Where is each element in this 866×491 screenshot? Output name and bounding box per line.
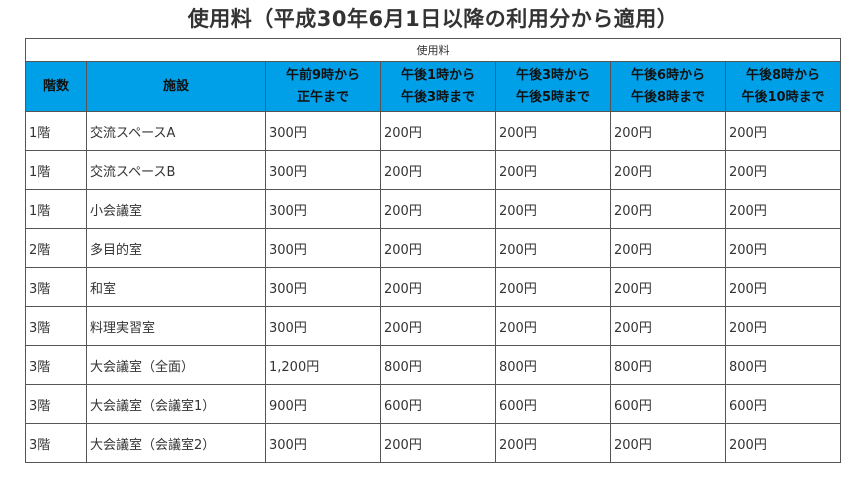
column-header-line: 正午まで [296,89,349,105]
floor-cell: 3階 [25,384,87,424]
caption-row: 使用料 [24,38,842,62]
fee-cell: 200円 [495,189,611,229]
fee-cell: 900円 [265,384,381,424]
fee-table: 使用料 階数 施設 午前9時から 正午まで 午後1時から 午後3時まで 午後3時から 午後5時… [24,38,842,463]
column-header: 午後1時から 午後3時まで [380,61,496,112]
page-title: 使用料（平成30年6月1日以降の利用分から適用） [187,7,679,31]
floor-cell: 3階 [25,423,87,463]
fee-cell: 200円 [610,267,726,307]
facility-cell: 小会議室 [86,189,266,229]
fee-cell: 600円 [610,384,726,424]
fee-cell: 300円 [265,228,381,268]
column-header-line: 午後5時まで [515,89,591,105]
fee-cell: 200円 [380,267,496,307]
fee-cell: 800円 [495,345,611,385]
floor-cell: 3階 [25,306,87,346]
table-row: 3階 和室 300円 200円 200円 200円 200円 [25,267,842,307]
floor-cell: 1階 [25,189,87,229]
fee-cell: 200円 [380,306,496,346]
column-header-line: 午後3時から [515,67,591,83]
facility-cell: 交流スペースB [86,150,266,190]
header-row: 階数 施設 午前9時から 正午まで 午後1時から 午後3時まで 午後3時から 午後5時まで 午後… [25,61,842,112]
table-row: 3階 大会議室（全面） 1,200円 800円 800円 800円 800円 [25,345,842,385]
table-row: 1階 交流スペースB 300円 200円 200円 200円 200円 [25,150,842,190]
fee-cell: 200円 [495,267,611,307]
table-row: 3階 大会議室（会議室1） 900円 600円 600円 600円 600円 [25,384,842,424]
fee-cell: 200円 [495,306,611,346]
table-row: 1階 交流スペースA 300円 200円 200円 200円 200円 [25,111,842,151]
fee-cell: 200円 [610,189,726,229]
fee-cell: 200円 [724,189,842,229]
table-row: 2階 多目的室 300円 200円 200円 200円 200円 [25,228,842,268]
fee-cell: 600円 [724,384,842,424]
fee-cell: 200円 [610,423,726,463]
fee-cell: 600円 [380,384,496,424]
fee-cell: 800円 [724,345,842,385]
column-header: 施設 [86,61,266,112]
fee-cell: 300円 [265,189,381,229]
fee-cell: 200円 [380,189,496,229]
facility-cell: 大会議室（会議室2） [86,423,266,463]
fee-cell: 200円 [724,111,842,151]
fee-cell: 300円 [265,150,381,190]
fee-cell: 200円 [724,150,842,190]
facility-cell: 交流スペースA [86,111,266,151]
column-header: 午後6時から 午後8時まで [610,61,726,112]
table-row: 3階 料理実習室 300円 200円 200円 200円 200円 [25,306,842,346]
fee-cell: 200円 [724,228,842,268]
facility-cell: 多目的室 [86,228,266,268]
floor-cell: 2階 [25,228,87,268]
fee-cell: 600円 [495,384,611,424]
facility-cell: 大会議室（会議室1） [86,384,266,424]
column-header-line: 午後3時まで [400,89,476,105]
facility-cell: 大会議室（全面） [86,345,266,385]
floor-cell: 3階 [25,345,87,385]
column-header-line: 階数 [42,78,69,94]
fee-cell: 1,200円 [265,345,381,385]
fee-cell: 200円 [495,111,611,151]
column-header: 階数 [25,61,87,112]
fee-cell: 200円 [495,228,611,268]
column-header-line: 午後10時まで [741,89,825,105]
fee-cell: 300円 [265,111,381,151]
floor-cell: 1階 [25,150,87,190]
fee-cell: 200円 [724,267,842,307]
fee-cell: 200円 [610,306,726,346]
column-header-line: 午後6時から [630,67,706,83]
column-header: 午後8時から 午後10時まで [724,61,842,112]
fee-cell: 200円 [380,111,496,151]
fee-cell: 200円 [380,228,496,268]
fee-cell: 200円 [724,423,842,463]
fee-cell: 800円 [380,345,496,385]
column-header: 午前9時から 正午まで [265,61,381,112]
fee-cell: 300円 [265,267,381,307]
column-header: 午後3時から 午後5時まで [495,61,611,112]
column-header-line: 午後8時から [746,67,821,83]
fee-cell: 200円 [610,150,726,190]
column-header-line: 午後8時まで [630,89,706,105]
column-header-line: 午後1時から [400,67,476,83]
facility-cell: 料理実習室 [86,306,266,346]
facility-cell: 和室 [86,267,266,307]
column-header-line: 施設 [162,78,189,94]
table-caption: 使用料 [24,38,842,62]
fee-cell: 300円 [265,306,381,346]
floor-cell: 1階 [25,111,87,151]
floor-cell: 3階 [25,267,87,307]
fee-cell: 200円 [610,111,726,151]
fee-cell: 800円 [610,345,726,385]
table-body: 1階 交流スペースA 300円 200円 200円 200円 200円 1階 交流スペースB 30… [25,111,842,463]
fee-cell: 200円 [380,423,496,463]
fee-cell: 200円 [610,228,726,268]
fee-cell: 200円 [724,306,842,346]
fee-cell: 200円 [380,150,496,190]
fee-cell: 200円 [495,150,611,190]
fee-cell: 300円 [265,423,381,463]
fee-cell: 200円 [495,423,611,463]
table-row: 1階 小会議室 300円 200円 200円 200円 200円 [25,189,842,229]
table-row: 3階 大会議室（会議室2） 300円 200円 200円 200円 200円 [25,423,842,463]
column-header-line: 午前9時から [285,67,361,83]
